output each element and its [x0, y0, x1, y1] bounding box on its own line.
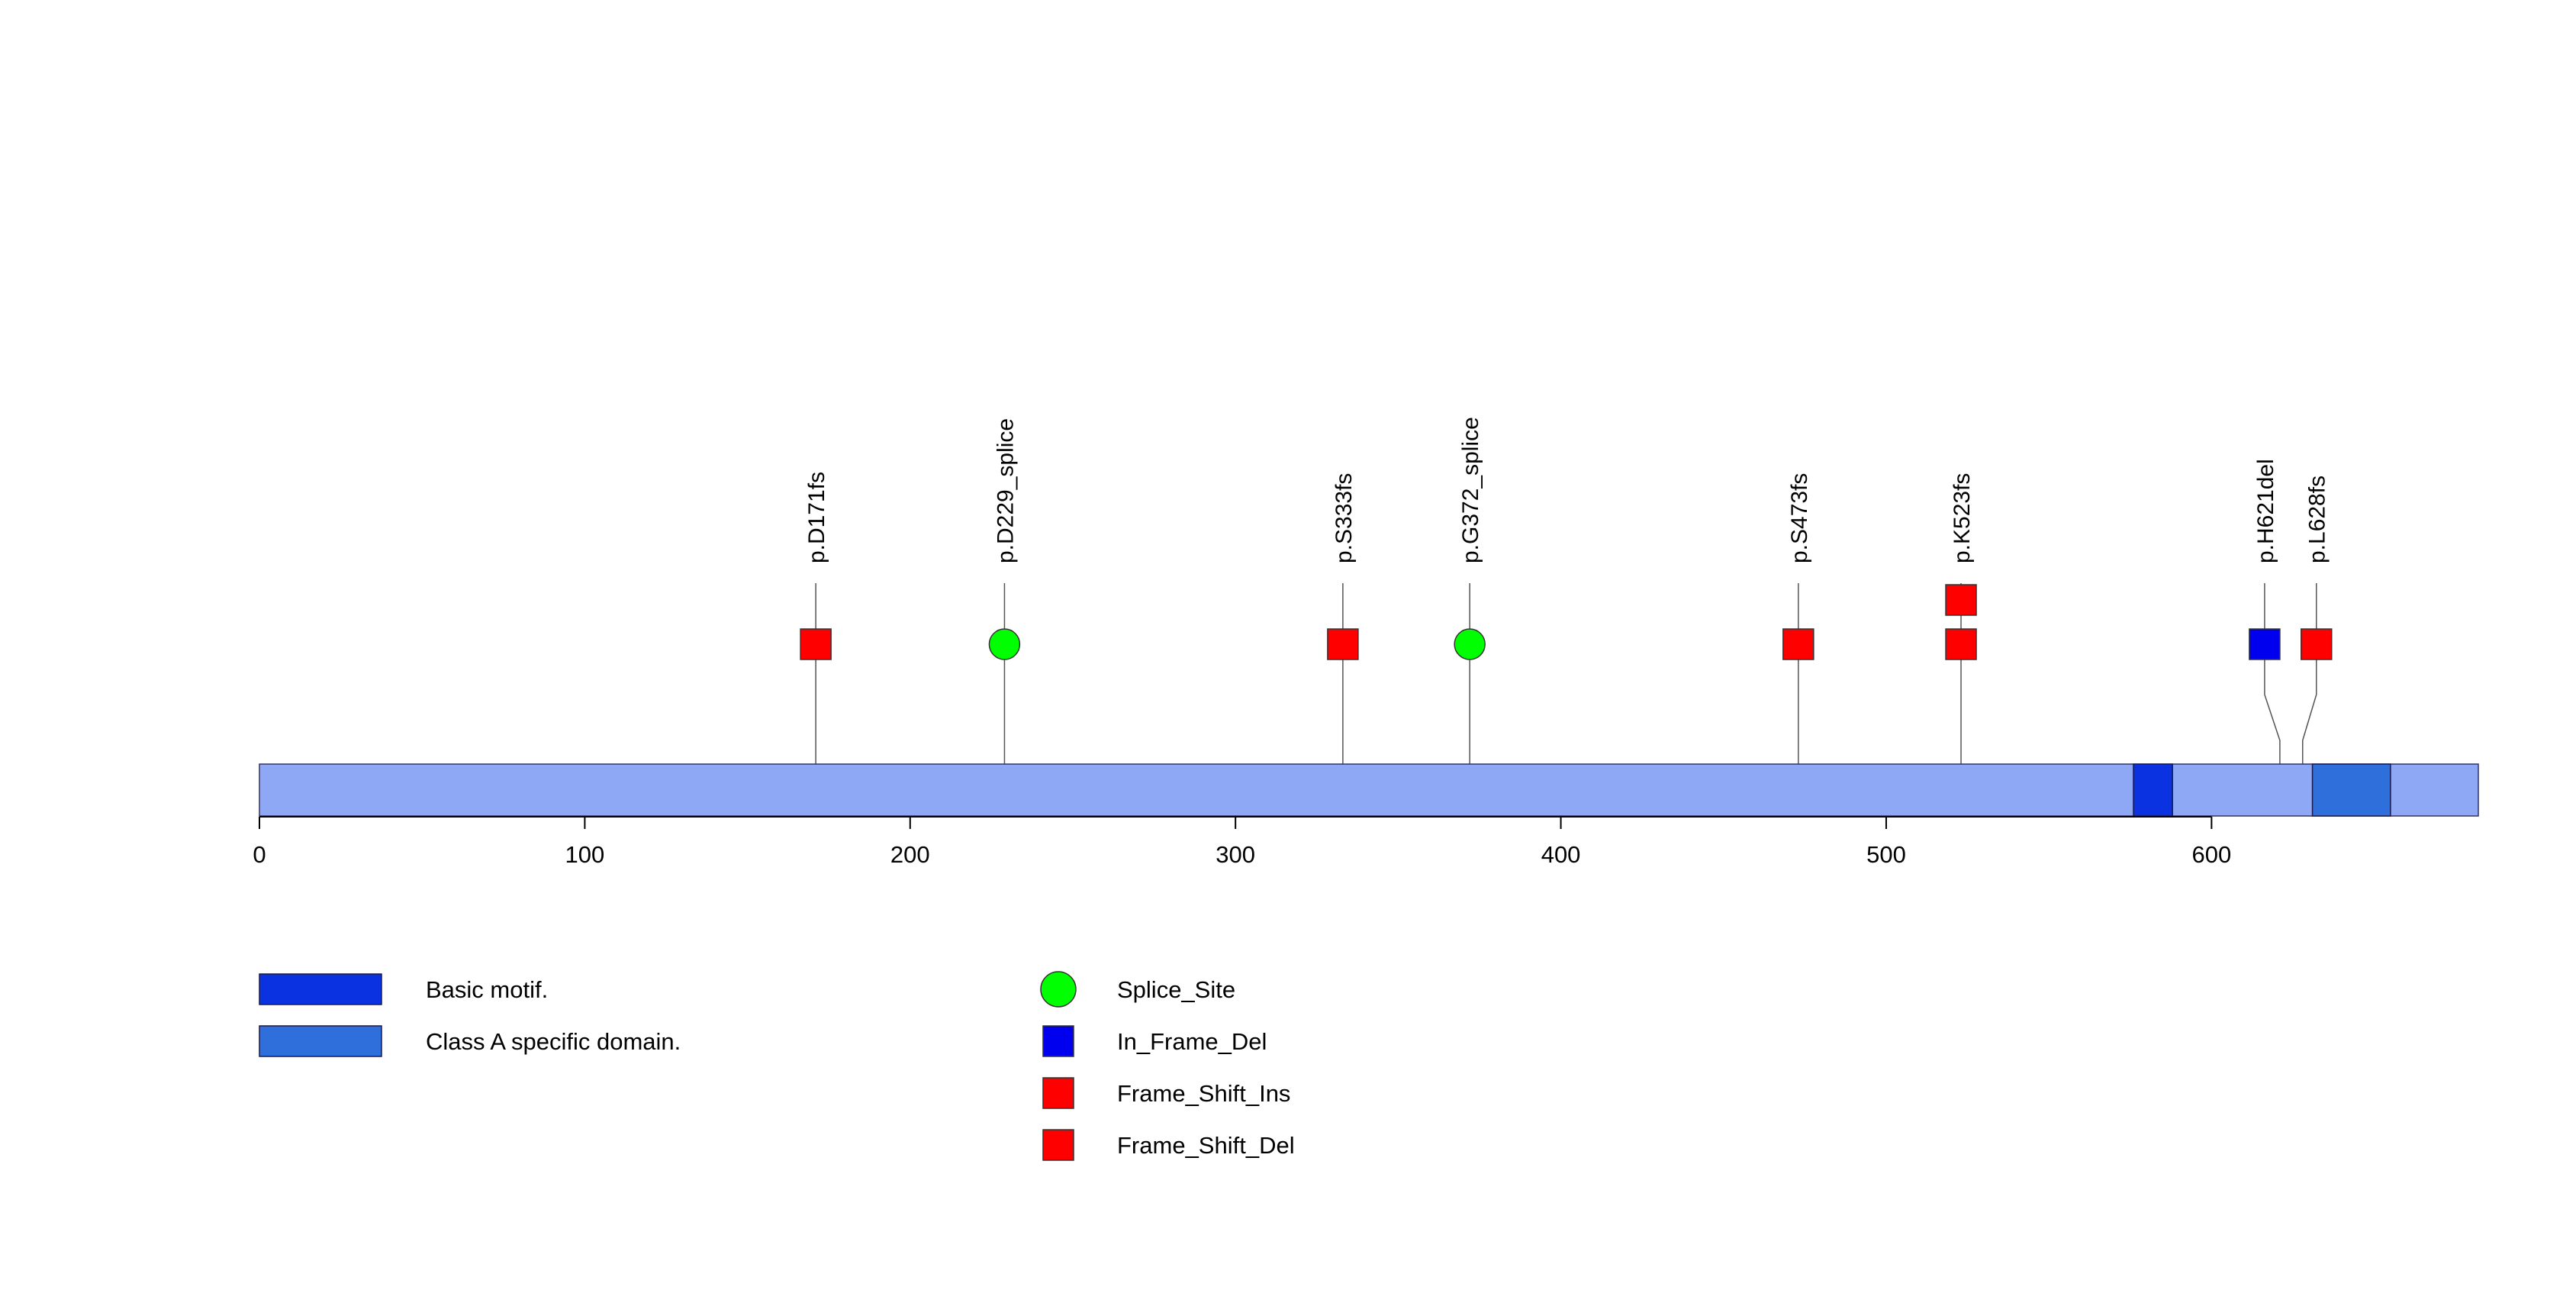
mutation-label: p.S333fs: [1331, 473, 1357, 563]
mutation-label: p.K523fs: [1950, 473, 1975, 563]
splice-site-marker: [988, 628, 1021, 660]
frame-shift-marker: [1782, 628, 1814, 660]
legend-splice-site-icon: [1040, 971, 1077, 1008]
mutation-label: p.D171fs: [804, 472, 829, 563]
axis-tick-label: 500: [1866, 841, 1906, 868]
legend-domain-swatch: [259, 1025, 382, 1057]
frame-shift-marker: [1945, 628, 1977, 660]
axis-tick-label: 200: [890, 841, 930, 868]
lollipop-stem: [2301, 583, 2317, 764]
frame-shift-marker: [1327, 628, 1359, 660]
mutation-label: p.D229_splice: [993, 418, 1018, 563]
position-axis: 0 100 200 300 400 500 600: [253, 816, 2231, 868]
axis-tick-label: 0: [253, 841, 266, 868]
axis-tick-label: 300: [1216, 841, 1255, 868]
legend-mutation-label: Frame_Shift_Del: [1117, 1132, 1295, 1159]
legend-domain-swatch: [259, 973, 382, 1005]
lollipop-layer: p.D171fs p.D229_splice p.S333fs p.G372_spli…: [800, 417, 2333, 764]
axis-tick-label: 400: [1541, 841, 1581, 868]
legend-square-icon: [1042, 1025, 1074, 1057]
legend-square-icon: [1042, 1129, 1074, 1161]
axis-tick-label: 100: [565, 841, 605, 868]
legend-domain-label: Basic motif.: [426, 976, 548, 1003]
legend-mutation-label: Splice_Site: [1117, 976, 1235, 1003]
mutation-label: p.S473fs: [1787, 473, 1812, 563]
axis-tick-label: 600: [2191, 841, 2231, 868]
splice-site-marker: [1454, 628, 1486, 660]
mutation-label: p.G372_splice: [1458, 417, 1483, 563]
protein-track: [259, 763, 2479, 817]
frame-shift-marker: [2300, 628, 2333, 660]
legend-domain-label: Class A specific domain.: [426, 1028, 681, 1055]
frame-shift-marker: [800, 628, 832, 660]
domain-block: [2133, 763, 2173, 817]
legend-mutation-label: In_Frame_Del: [1117, 1028, 1267, 1055]
frame-shift-marker: [1945, 584, 1977, 616]
domain-block: [2311, 763, 2391, 817]
legend: Basic motif. Class A specific domain. Spli…: [259, 971, 1295, 1161]
in-frame-del-marker: [2249, 628, 2281, 660]
mutation-label: p.H621del: [2253, 459, 2278, 563]
legend-mutation-label: Frame_Shift_Ins: [1117, 1080, 1290, 1107]
lollipop-stem: [2264, 583, 2281, 764]
mutation-label: p.L628fs: [2305, 476, 2330, 563]
legend-square-icon: [1042, 1077, 1074, 1109]
